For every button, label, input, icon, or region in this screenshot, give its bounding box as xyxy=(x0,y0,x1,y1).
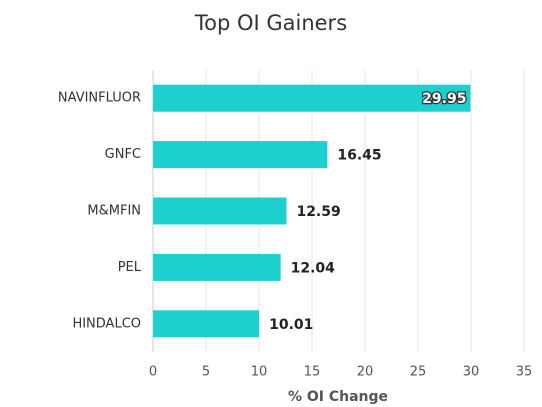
chart-title: Top OI Gainers xyxy=(194,11,347,35)
y-tick-label: M&MFIN xyxy=(87,204,141,219)
bar xyxy=(153,84,471,112)
data-label: 29.95 xyxy=(422,91,466,107)
bar xyxy=(153,197,287,225)
data-label: 10.01 xyxy=(269,317,313,333)
x-tick-label: 15 xyxy=(304,365,321,380)
x-tick-label: 35 xyxy=(516,365,533,380)
y-tick-label: HINDALCO xyxy=(72,316,141,331)
x-tick-label: 10 xyxy=(251,365,268,380)
data-label: 16.45 xyxy=(337,148,381,164)
x-tick-label: 5 xyxy=(202,365,210,380)
data-label: 12.04 xyxy=(291,260,336,276)
x-axis-title: % OI Change xyxy=(288,389,388,405)
y-tick-label: PEL xyxy=(118,260,142,275)
x-tick-label: 20 xyxy=(357,365,374,380)
bar xyxy=(153,310,260,338)
y-tick-label: NAVINFLUOR xyxy=(58,91,141,106)
data-label: 12.59 xyxy=(296,204,340,220)
x-tick-label: 0 xyxy=(149,365,157,380)
x-tick-label: 25 xyxy=(410,365,427,380)
bar xyxy=(153,253,281,281)
bar xyxy=(153,141,328,169)
x-tick-label: 30 xyxy=(463,365,480,380)
y-tick-label: GNFC xyxy=(105,147,141,162)
